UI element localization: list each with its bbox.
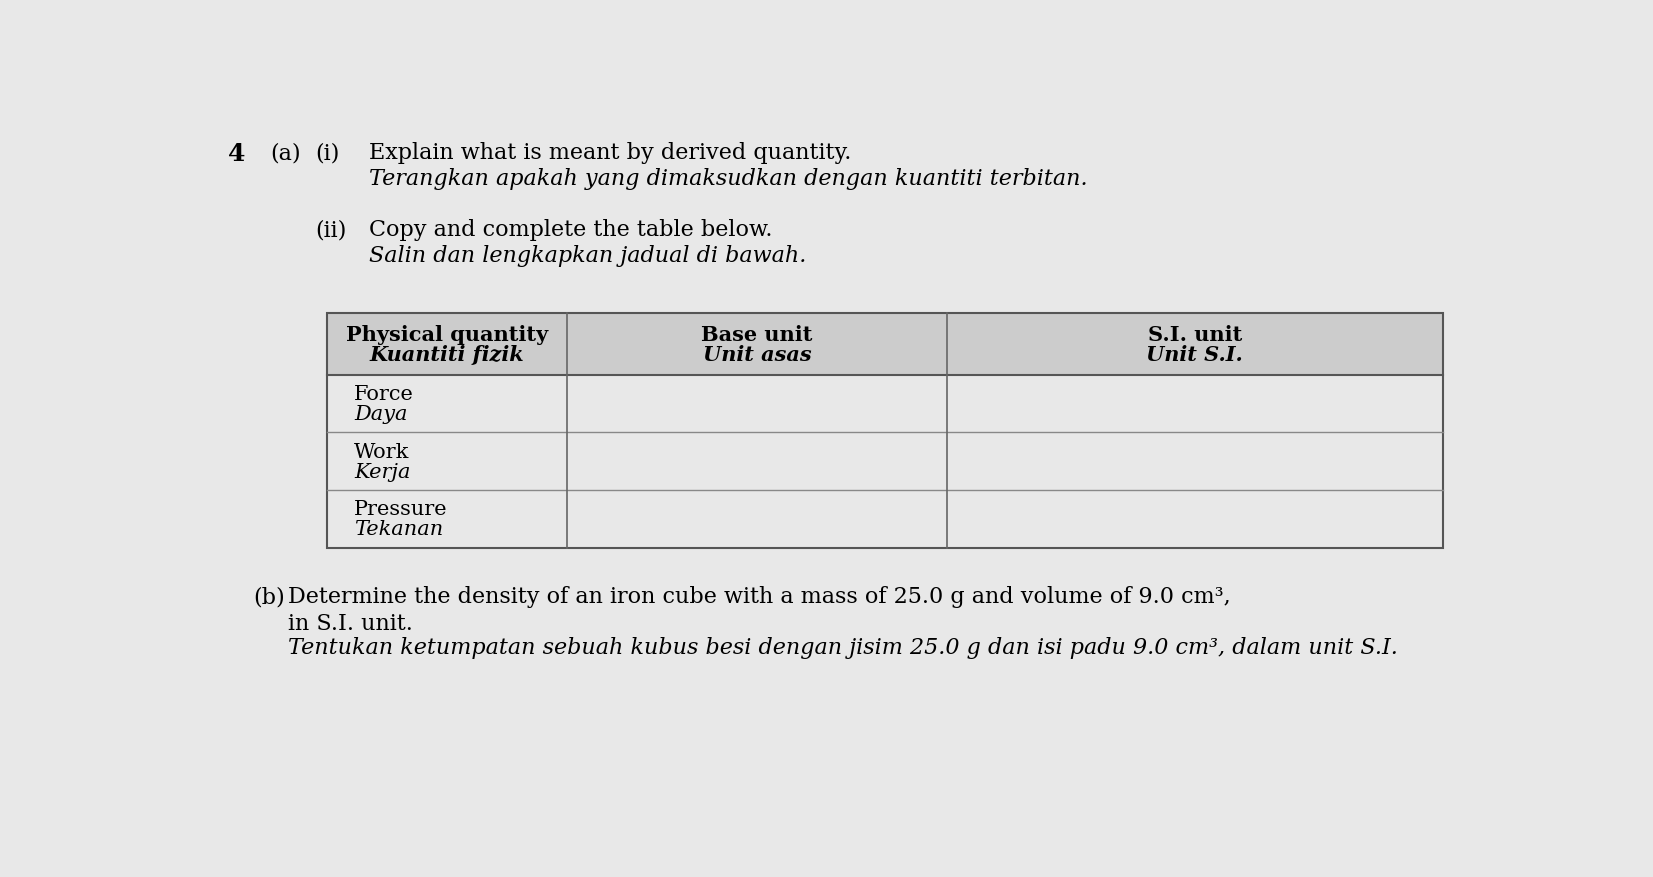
Text: Force: Force — [354, 385, 413, 404]
Text: Copy and complete the table below.: Copy and complete the table below. — [369, 219, 774, 241]
Text: Salin dan lengkapkan jadual di bawah.: Salin dan lengkapkan jadual di bawah. — [369, 246, 807, 267]
Text: Tentukan ketumpatan sebuah kubus besi dengan jisim 25.0 g dan isi padu 9.0 cm³, : Tentukan ketumpatan sebuah kubus besi de… — [288, 638, 1398, 660]
Text: (b): (b) — [253, 587, 284, 609]
Text: Unit asas: Unit asas — [703, 345, 812, 365]
Text: Base unit: Base unit — [701, 324, 813, 345]
Bar — [327, 313, 1443, 548]
Text: in S.I. unit.: in S.I. unit. — [288, 613, 413, 635]
Text: S.I. unit: S.I. unit — [1147, 324, 1241, 345]
Text: Explain what is meant by derived quantity.: Explain what is meant by derived quantit… — [369, 142, 851, 164]
Text: Work: Work — [354, 443, 410, 461]
Text: Determine the density of an iron cube with a mass of 25.0 g and volume of 9.0 cm: Determine the density of an iron cube wi… — [288, 587, 1231, 609]
Text: Daya: Daya — [354, 405, 407, 424]
Text: Tekanan: Tekanan — [354, 520, 443, 539]
Text: (a): (a) — [269, 142, 301, 164]
Text: 4: 4 — [228, 142, 246, 167]
Text: (i): (i) — [316, 142, 339, 164]
Text: (ii): (ii) — [316, 219, 347, 241]
Text: Physical quantity: Physical quantity — [345, 324, 547, 345]
Text: Pressure: Pressure — [354, 501, 448, 519]
Bar — [327, 313, 1443, 374]
Text: Kuantiti fizik: Kuantiti fizik — [370, 345, 524, 365]
Text: Kerja: Kerja — [354, 463, 410, 481]
Text: Terangkan apakah yang dimaksudkan dengan kuantiti terbitan.: Terangkan apakah yang dimaksudkan dengan… — [369, 168, 1088, 190]
Text: Unit S.I.: Unit S.I. — [1147, 345, 1243, 365]
